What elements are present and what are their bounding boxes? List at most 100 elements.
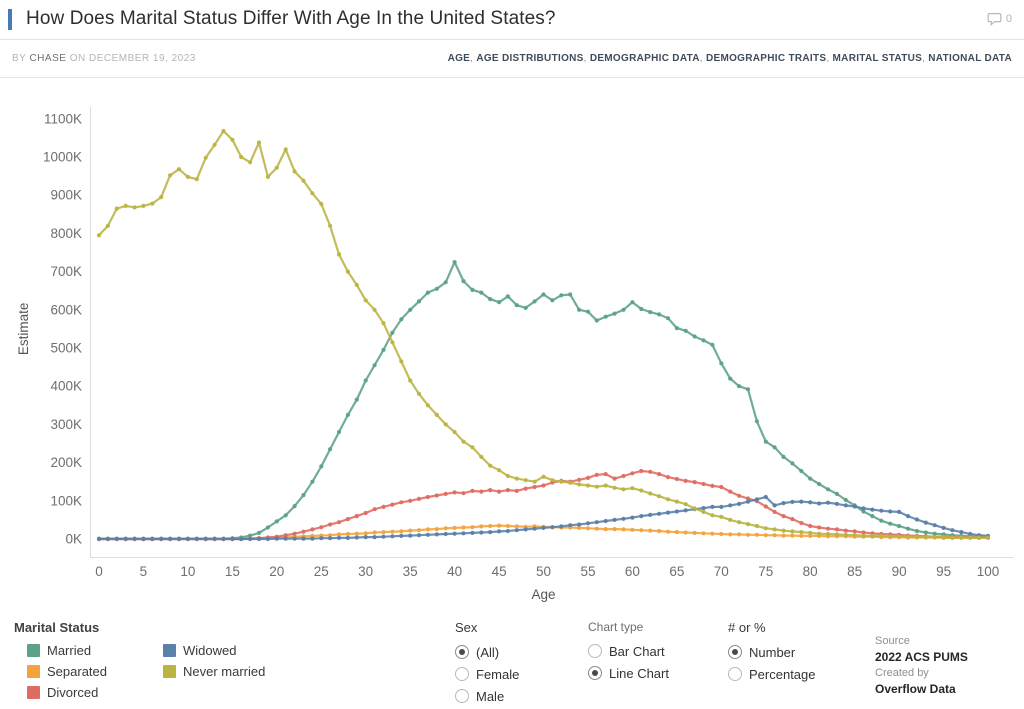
- data-point[interactable]: [861, 509, 866, 514]
- data-point[interactable]: [648, 310, 653, 315]
- data-point[interactable]: [514, 488, 519, 493]
- data-point[interactable]: [817, 525, 822, 530]
- data-point[interactable]: [105, 536, 110, 542]
- legend-item-separated[interactable]: Separated: [27, 661, 107, 682]
- data-point[interactable]: [559, 524, 564, 529]
- radio-unselected-icon[interactable]: [728, 667, 742, 681]
- data-point[interactable]: [345, 269, 350, 274]
- data-point[interactable]: [461, 439, 466, 444]
- data-point[interactable]: [621, 487, 626, 492]
- data-point[interactable]: [648, 512, 653, 517]
- data-point[interactable]: [923, 530, 928, 535]
- data-point[interactable]: [265, 174, 270, 179]
- data-point[interactable]: [861, 530, 866, 535]
- data-point[interactable]: [692, 480, 697, 485]
- data-point[interactable]: [772, 503, 777, 508]
- series-widowed[interactable]: [96, 494, 991, 542]
- data-point[interactable]: [737, 493, 742, 498]
- data-point[interactable]: [950, 535, 955, 540]
- data-point[interactable]: [141, 203, 146, 208]
- data-point[interactable]: [745, 499, 751, 504]
- data-point[interactable]: [932, 535, 937, 540]
- data-point[interactable]: [310, 191, 315, 196]
- data-point[interactable]: [123, 536, 128, 542]
- data-point[interactable]: [372, 307, 377, 312]
- data-point[interactable]: [381, 534, 386, 539]
- data-point[interactable]: [319, 464, 324, 469]
- data-point[interactable]: [354, 514, 359, 519]
- data-point[interactable]: [319, 201, 324, 207]
- data-point[interactable]: [434, 286, 439, 291]
- data-point[interactable]: [523, 486, 528, 491]
- data-point[interactable]: [336, 532, 342, 537]
- data-point[interactable]: [408, 528, 413, 533]
- data-point[interactable]: [959, 530, 964, 535]
- data-point[interactable]: [230, 137, 235, 142]
- data-point[interactable]: [630, 515, 635, 520]
- data-point[interactable]: [674, 530, 680, 535]
- data-point[interactable]: [434, 412, 439, 417]
- data-point[interactable]: [470, 287, 475, 292]
- data-point[interactable]: [434, 493, 439, 498]
- data-point[interactable]: [185, 536, 190, 542]
- data-point[interactable]: [825, 526, 831, 531]
- data-point[interactable]: [514, 524, 519, 529]
- data-point[interactable]: [96, 233, 102, 238]
- data-point[interactable]: [683, 502, 688, 507]
- data-point[interactable]: [541, 483, 546, 488]
- data-point[interactable]: [408, 307, 413, 312]
- data-point[interactable]: [292, 531, 297, 536]
- data-point[interactable]: [665, 316, 671, 321]
- data-point[interactable]: [408, 498, 413, 503]
- data-point[interactable]: [425, 290, 430, 295]
- data-point[interactable]: [612, 517, 617, 522]
- chart-svg[interactable]: 0K 100K 200K 300K 400K 500K 600K 700K 800K 900K 10…: [0, 89, 1024, 609]
- data-point[interactable]: [434, 527, 439, 532]
- data-point[interactable]: [621, 307, 626, 312]
- data-point[interactable]: [354, 531, 359, 536]
- data-point[interactable]: [523, 305, 528, 310]
- data-point[interactable]: [336, 429, 342, 435]
- data-point[interactable]: [879, 508, 884, 513]
- data-point[interactable]: [399, 359, 404, 364]
- data-point[interactable]: [399, 529, 404, 534]
- data-point[interactable]: [390, 529, 395, 534]
- radio-option-all[interactable]: (All): [455, 641, 519, 663]
- data-point[interactable]: [390, 534, 395, 539]
- data-point[interactable]: [345, 531, 350, 537]
- data-point[interactable]: [674, 509, 680, 514]
- data-point[interactable]: [639, 468, 644, 474]
- data-point[interactable]: [461, 531, 466, 536]
- data-point[interactable]: [808, 523, 813, 529]
- data-point[interactable]: [932, 523, 937, 528]
- data-point[interactable]: [505, 488, 510, 493]
- data-point[interactable]: [719, 484, 724, 490]
- data-point[interactable]: [799, 533, 804, 538]
- data-point[interactable]: [585, 526, 591, 531]
- data-point[interactable]: [834, 532, 840, 537]
- data-point[interactable]: [594, 318, 599, 323]
- data-point[interactable]: [345, 517, 350, 522]
- data-point[interactable]: [230, 536, 235, 542]
- data-point[interactable]: [470, 530, 475, 535]
- data-point[interactable]: [488, 488, 493, 493]
- data-point[interactable]: [550, 478, 555, 483]
- data-point[interactable]: [870, 507, 875, 512]
- data-point[interactable]: [905, 514, 911, 519]
- data-point[interactable]: [159, 195, 164, 200]
- data-point[interactable]: [745, 532, 751, 537]
- data-point[interactable]: [879, 518, 884, 523]
- data-point[interactable]: [550, 298, 555, 303]
- data-point[interactable]: [328, 522, 333, 527]
- data-point[interactable]: [630, 471, 635, 476]
- radio-unselected-icon[interactable]: [588, 644, 602, 658]
- tag-link[interactable]: DEMOGRAPHIC DATA: [589, 53, 700, 64]
- data-point[interactable]: [817, 481, 822, 487]
- data-point[interactable]: [176, 167, 182, 172]
- data-point[interactable]: [737, 532, 742, 537]
- data-point[interactable]: [319, 525, 324, 530]
- data-point[interactable]: [737, 501, 742, 506]
- data-point[interactable]: [559, 293, 564, 298]
- data-point[interactable]: [541, 474, 546, 479]
- data-point[interactable]: [763, 494, 768, 500]
